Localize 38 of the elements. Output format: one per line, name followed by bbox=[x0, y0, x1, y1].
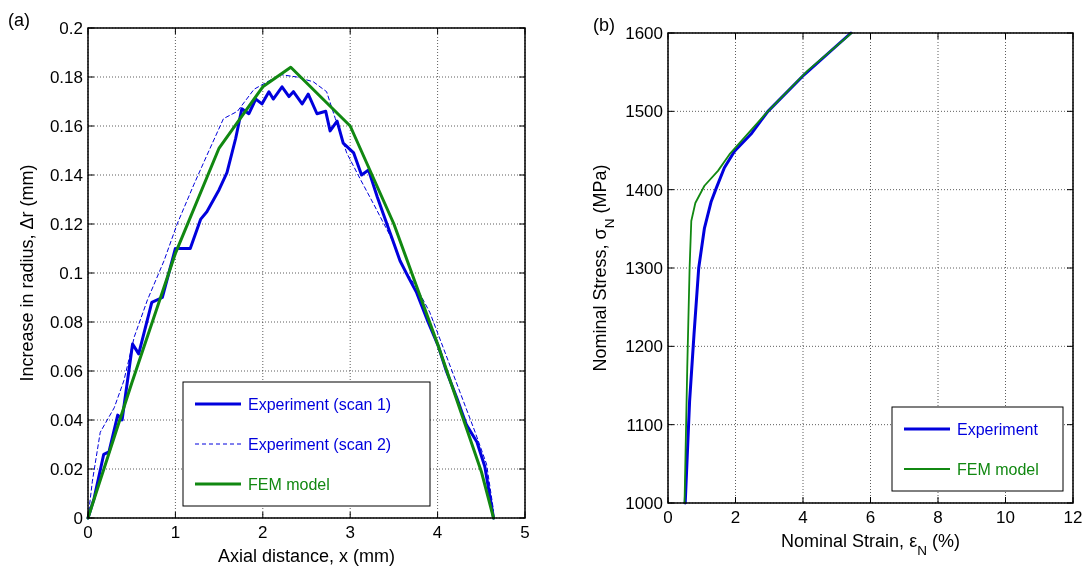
y-tick-label: 1300 bbox=[625, 258, 663, 278]
y-axis-title: Increase in radius, Δr (mm) bbox=[17, 164, 37, 382]
legend-label: Experiment (scan 1) bbox=[248, 395, 392, 413]
x-tick-label: 8 bbox=[933, 508, 943, 527]
y-tick-label: 1200 bbox=[625, 337, 663, 357]
y-tick-label: 1500 bbox=[625, 102, 663, 122]
y-tick-label: 0.2 bbox=[59, 18, 83, 38]
x-tick-label: 2 bbox=[258, 523, 268, 542]
x-tick-label: 6 bbox=[865, 508, 876, 527]
x-tick-label: 3 bbox=[345, 523, 355, 542]
y-tick-label: 1400 bbox=[625, 180, 663, 200]
x-tick-label: 4 bbox=[798, 508, 808, 527]
y-tick-label: 0.08 bbox=[49, 312, 83, 332]
legend-label: Experiment (scan 2) bbox=[248, 435, 392, 453]
x-tick-label: 1 bbox=[170, 523, 181, 542]
y-tick-label: 0.02 bbox=[49, 459, 83, 479]
x-tick-label: 12 bbox=[1063, 508, 1083, 527]
y-tick-label: 0.04 bbox=[49, 410, 83, 430]
y-tick-label: 0.06 bbox=[49, 361, 83, 381]
y-tick-label: 0.1 bbox=[59, 263, 83, 283]
x-tick-label: 2 bbox=[730, 508, 741, 527]
x-axis-title: Axial distance, x (mm) bbox=[217, 546, 396, 566]
legend-label: Experiment bbox=[957, 420, 1039, 438]
y-tick-label: 0.16 bbox=[49, 116, 83, 136]
text: (b) bbox=[593, 15, 615, 35]
y-tick-label: 1100 bbox=[626, 415, 663, 435]
y-tick-label: 0.18 bbox=[49, 67, 83, 87]
y-tick-label: 0.14 bbox=[49, 165, 83, 185]
x-tick-label: 10 bbox=[996, 508, 1015, 527]
y-tick-label: 1000 bbox=[625, 493, 663, 513]
y-tick-label: 1600 bbox=[625, 23, 663, 43]
y-tick-label: 0.12 bbox=[49, 214, 83, 234]
legend-label: FEM model bbox=[957, 460, 1039, 478]
x-tick-label: 4 bbox=[432, 523, 443, 542]
legend-label: FEM model bbox=[248, 475, 330, 493]
x-tick-label: 5 bbox=[520, 523, 530, 542]
x-axis-title: Nominal Strain, ε$_{N}$ (%) bbox=[781, 531, 960, 558]
text: (a) bbox=[8, 10, 30, 30]
